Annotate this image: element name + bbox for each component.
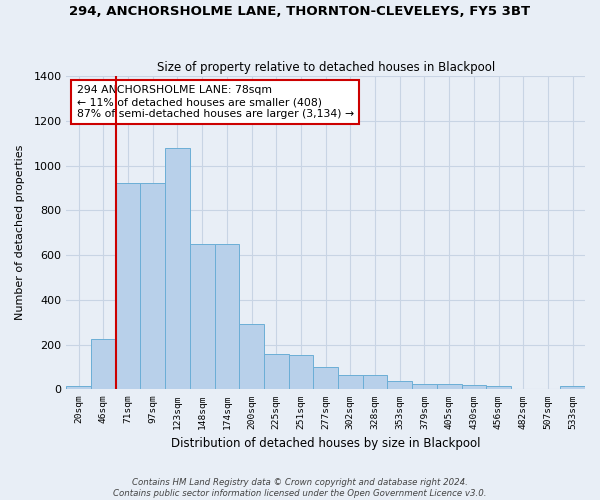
Y-axis label: Number of detached properties: Number of detached properties — [15, 145, 25, 320]
Bar — [215, 244, 239, 390]
Bar — [412, 384, 437, 390]
Bar — [338, 375, 363, 390]
Bar — [486, 386, 511, 390]
Bar — [363, 375, 388, 390]
Text: 294, ANCHORSHOLME LANE, THORNTON-CLEVELEYS, FY5 3BT: 294, ANCHORSHOLME LANE, THORNTON-CLEVELE… — [70, 5, 530, 18]
Bar — [140, 184, 165, 390]
X-axis label: Distribution of detached houses by size in Blackpool: Distribution of detached houses by size … — [171, 437, 481, 450]
Bar — [67, 386, 91, 390]
Bar — [239, 324, 264, 390]
Bar — [190, 244, 215, 390]
Title: Size of property relative to detached houses in Blackpool: Size of property relative to detached ho… — [157, 60, 495, 74]
Bar — [388, 381, 412, 390]
Bar — [116, 184, 140, 390]
Bar — [437, 384, 461, 390]
Text: Contains HM Land Registry data © Crown copyright and database right 2024.
Contai: Contains HM Land Registry data © Crown c… — [113, 478, 487, 498]
Bar — [165, 148, 190, 390]
Bar — [289, 354, 313, 390]
Bar — [461, 385, 486, 390]
Bar — [264, 354, 289, 390]
Bar — [560, 386, 585, 390]
Bar — [91, 339, 116, 390]
Text: 294 ANCHORSHOLME LANE: 78sqm
← 11% of detached houses are smaller (408)
87% of s: 294 ANCHORSHOLME LANE: 78sqm ← 11% of de… — [77, 86, 354, 118]
Bar — [313, 367, 338, 390]
